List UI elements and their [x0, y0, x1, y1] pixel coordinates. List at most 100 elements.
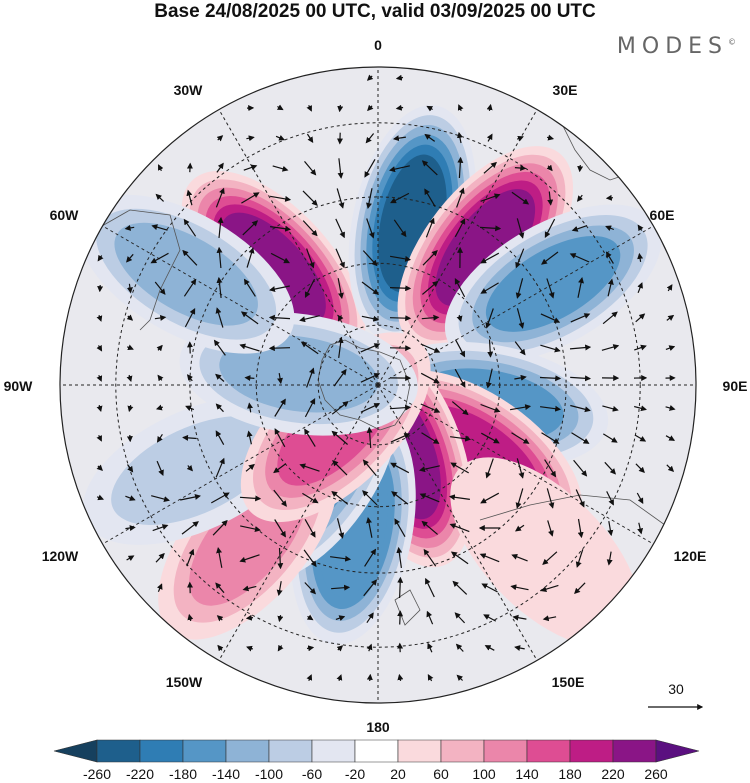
- wind-arrow-187: [540, 405, 562, 412]
- wind-arrow-293: [363, 579, 378, 597]
- wind-arrow-167: [539, 375, 562, 382]
- cb-label-5: -100: [255, 766, 283, 782]
- wind-arrow-101: [361, 281, 379, 295]
- wind-arrow-184: [451, 401, 469, 416]
- wind-arrow-294: [397, 576, 404, 599]
- wind-arrow-241: [362, 490, 378, 506]
- wind-arrow-290: [276, 581, 283, 596]
- wind-arrow-200: [331, 430, 348, 445]
- wind-arrow-295: [425, 577, 435, 598]
- wind-arrow-251: [125, 525, 136, 531]
- wind-arrow-237: [239, 495, 262, 502]
- wind-arrow-15: [306, 133, 314, 144]
- wind-arrow-225: [485, 458, 494, 479]
- wind-arrow-182: [389, 404, 412, 411]
- meridian-150: [377, 384, 538, 661]
- wind-arrow-114: [154, 314, 167, 321]
- wind-arrow-90: [605, 251, 614, 264]
- wind-arrow-248: [575, 489, 585, 508]
- wind-arrow-164: [454, 368, 466, 388]
- wind-arrow-146: [514, 341, 526, 356]
- wind-arrow-195: [182, 434, 197, 441]
- meridian-210: [218, 384, 379, 661]
- wind-arrow-310: [454, 612, 466, 624]
- wind-arrow-242: [391, 491, 409, 505]
- wind-arrow-147: [540, 344, 561, 353]
- cb-label-13: 220: [601, 766, 625, 782]
- wind-arrow-281: [479, 553, 500, 563]
- wind-arrow-221: [362, 459, 377, 477]
- wind-arrow-206: [511, 432, 530, 444]
- cb-label-6: -60: [302, 766, 322, 782]
- wind-arrow-1: [366, 74, 374, 81]
- wind-arrow-321: [427, 642, 433, 653]
- wind-arrow-120: [337, 314, 344, 322]
- label-0: 0: [374, 37, 382, 53]
- wind-arrow-131: [666, 314, 675, 321]
- wind-arrow-246: [515, 488, 524, 509]
- wind-arrow-260: [394, 518, 406, 537]
- wind-arrow-231: [666, 464, 675, 473]
- colorbar-swatch-15: [655, 739, 700, 763]
- wind-arrow-82: [362, 250, 378, 267]
- wind-arrow-223: [419, 465, 440, 473]
- anomaly-3-level-1: [435, 189, 536, 307]
- wind-arrow-327: [366, 673, 373, 682]
- wind-arrow-253: [181, 521, 199, 535]
- wind-arrow-12: [216, 135, 224, 142]
- colorbar-swatch-14: [612, 739, 657, 763]
- wind-arrow-176: [215, 403, 224, 413]
- wind-arrow-258: [336, 518, 345, 539]
- wind-arrow-303: [245, 614, 254, 621]
- wind-arrow-218: [273, 463, 287, 474]
- reference-vector-label: 30: [668, 681, 684, 697]
- wind-arrow-217: [245, 463, 255, 472]
- colorbar-swatch-8: [354, 739, 399, 763]
- wind-arrow-52: [547, 191, 554, 206]
- wind-arrow-192: [96, 435, 102, 442]
- label-90e: 90E: [723, 378, 748, 394]
- wind-arrow-179: [304, 398, 316, 418]
- wind-arrow-107: [546, 278, 555, 299]
- wind-arrow-324: [514, 645, 525, 651]
- wind-arrow-116: [215, 307, 224, 328]
- wind-arrow-157: [244, 375, 255, 382]
- wind-arrow-166: [514, 374, 527, 381]
- copyright-mark: ©: [728, 37, 736, 47]
- wind-arrow-149: [601, 344, 620, 351]
- wind-arrow-53: [576, 194, 584, 202]
- wind-arrow-33: [421, 160, 438, 176]
- brand-text: MODES: [616, 34, 728, 59]
- wind-arrow-5: [306, 105, 312, 112]
- wind-arrow-196: [215, 430, 225, 445]
- wind-arrow-51: [511, 191, 530, 205]
- wind-arrow-123: [421, 314, 440, 321]
- wind-arrow-174: [155, 404, 164, 411]
- wind-arrow-65: [425, 217, 435, 238]
- wind-arrow-110: [637, 282, 643, 294]
- wind-arrow-2: [395, 74, 404, 81]
- wind-arrow-256: [274, 519, 286, 538]
- wind-arrow-18: [392, 135, 406, 142]
- wind-arrow-117: [240, 311, 259, 325]
- wind-arrow-232: [96, 494, 105, 501]
- wind-arrow-58: [217, 216, 224, 238]
- wind-arrow-91: [637, 252, 644, 262]
- wind-arrow-212: [96, 464, 103, 471]
- wind-arrow-226: [516, 458, 525, 479]
- wind-arrow-244: [448, 494, 470, 501]
- south-america-coastline: [94, 209, 181, 331]
- wind-arrow-68: [516, 218, 525, 239]
- wind-arrow-274: [277, 547, 284, 570]
- wind-arrow-255: [240, 525, 261, 533]
- wind-arrow-323: [484, 645, 495, 651]
- wind-arrow-122: [389, 315, 412, 322]
- wind-arrow-81: [335, 248, 345, 269]
- wind-arrow-22: [516, 135, 524, 142]
- wind-arrow-128: [570, 313, 591, 323]
- wind-arrow-109: [607, 278, 614, 297]
- wind-arrow-30: [337, 158, 344, 179]
- wind-arrow-21: [486, 133, 493, 142]
- wind-arrow-74: [126, 253, 134, 263]
- wind-arrow-137: [239, 343, 260, 352]
